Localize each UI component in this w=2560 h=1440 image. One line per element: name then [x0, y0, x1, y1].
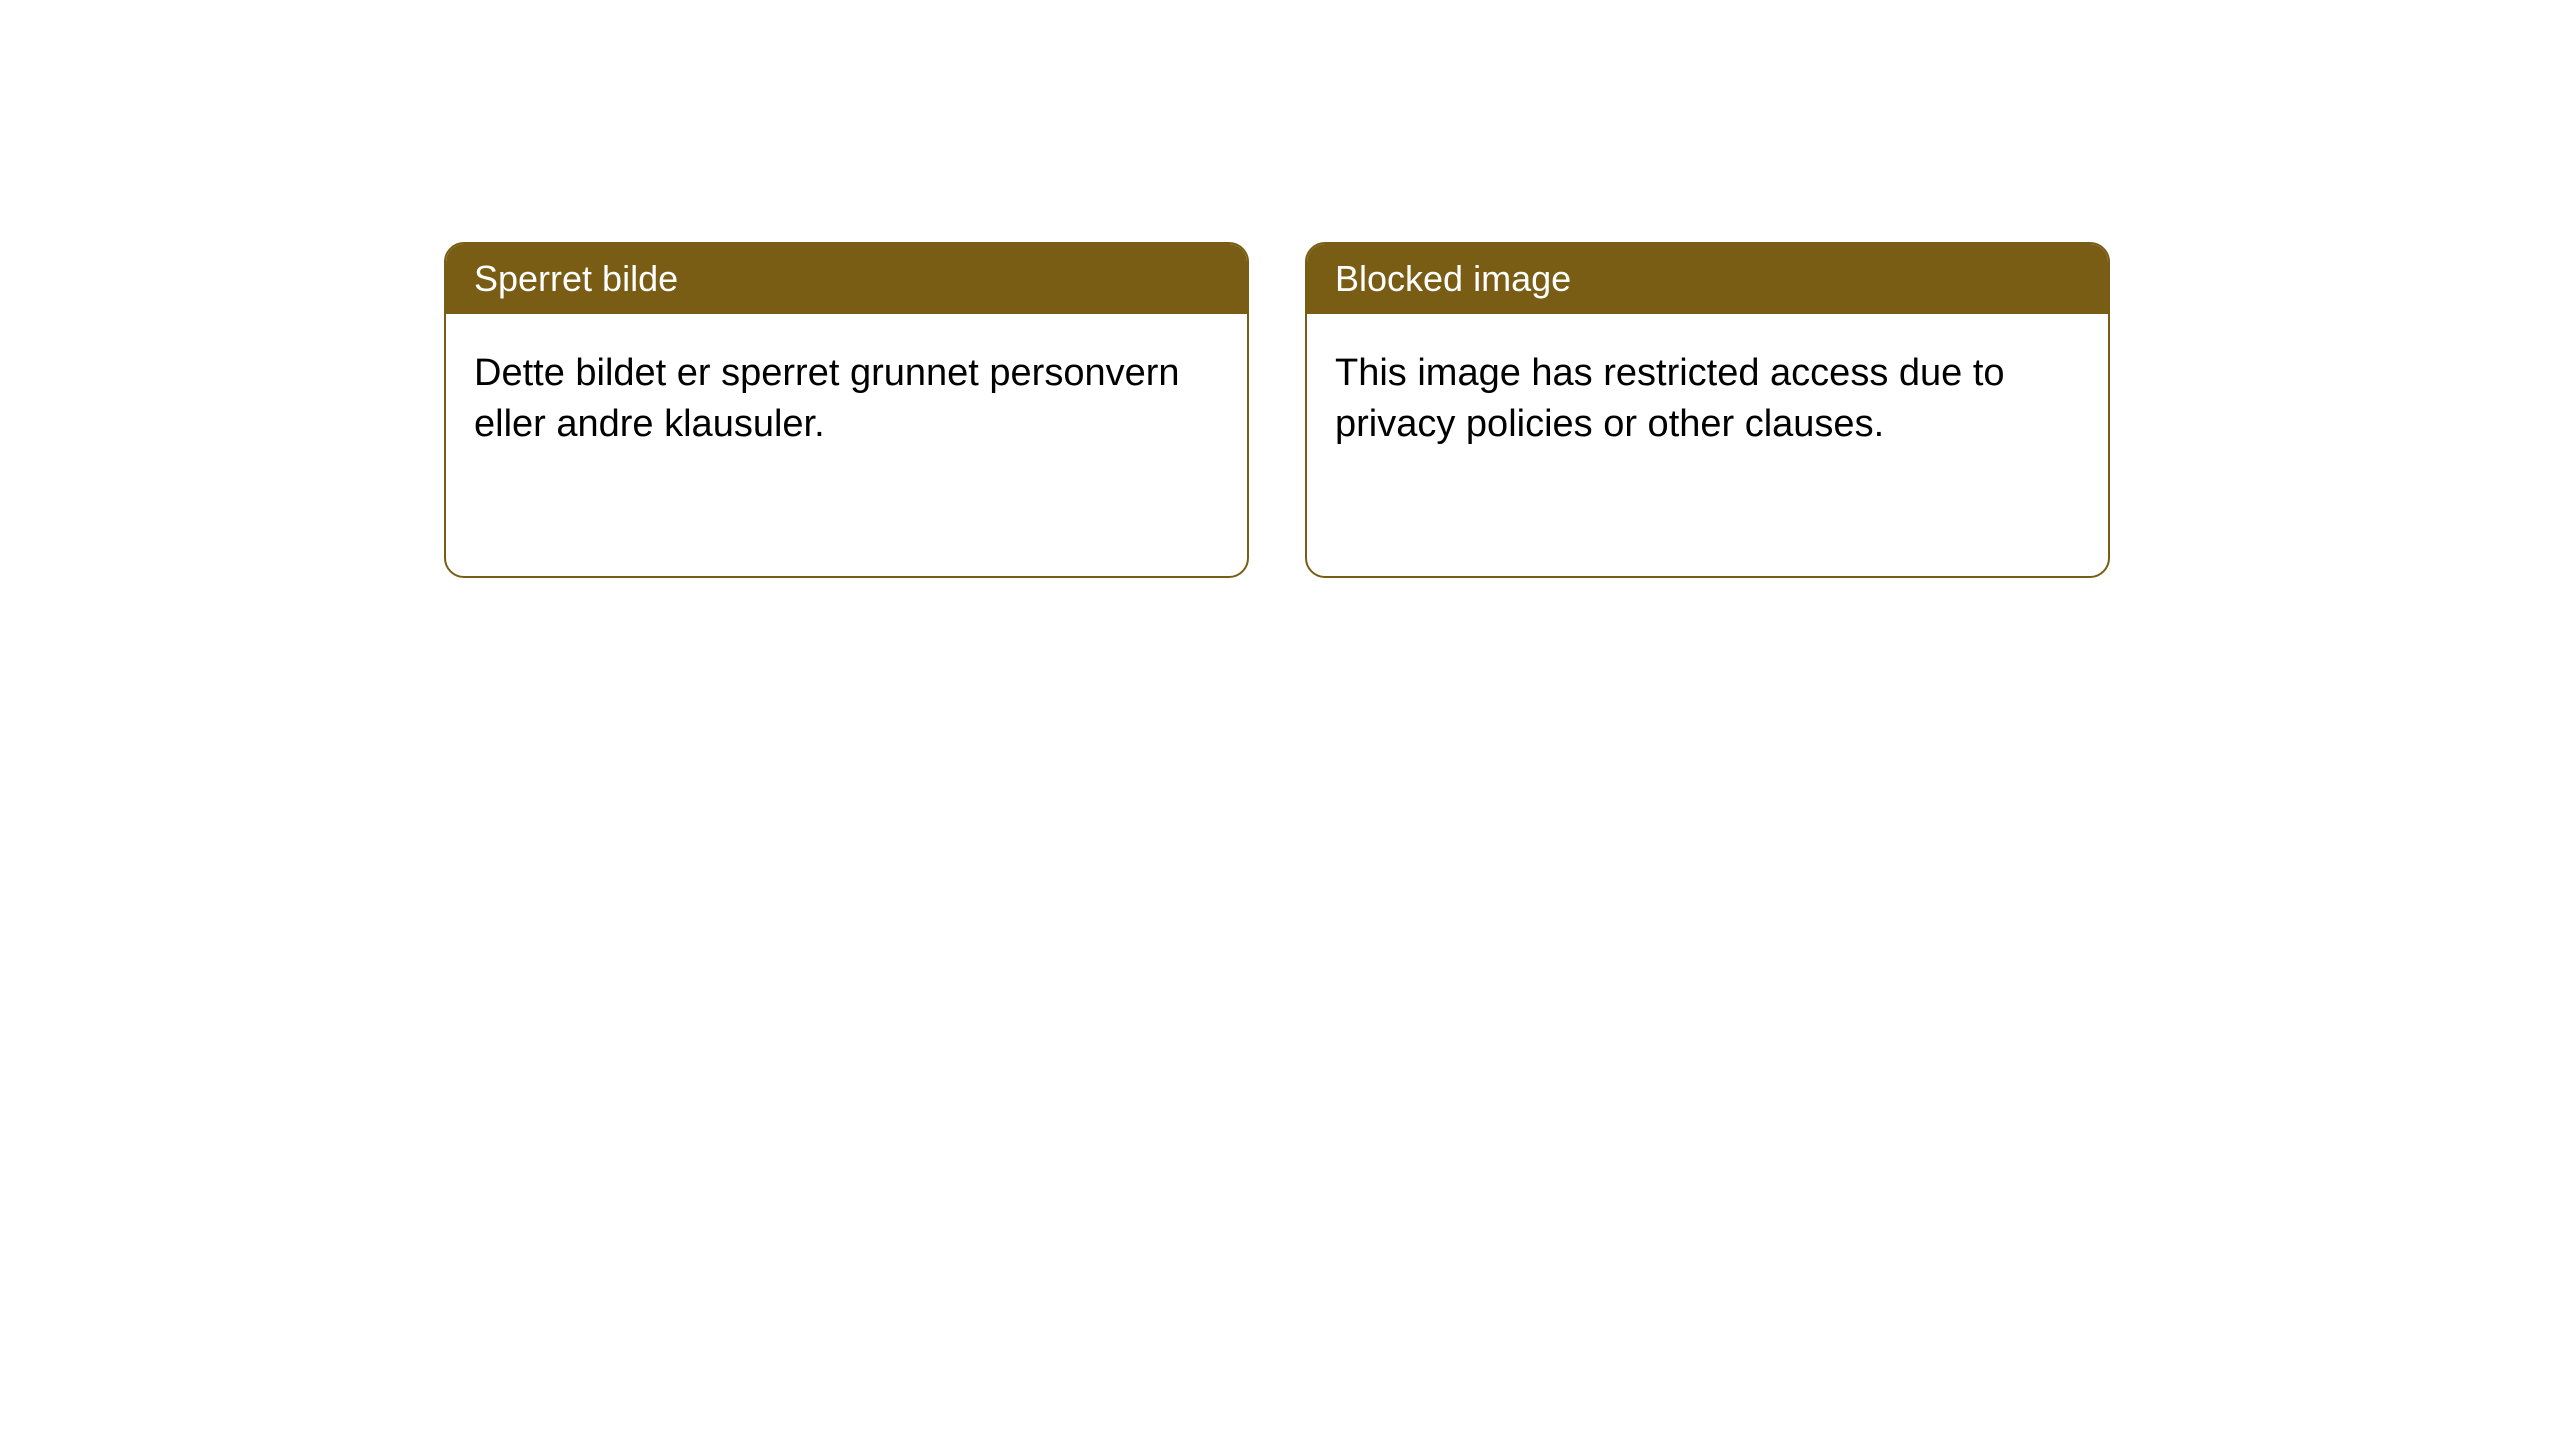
notice-title-no: Sperret bilde — [474, 258, 678, 299]
notice-header-no: Sperret bilde — [446, 244, 1247, 314]
notice-container: Sperret bilde Dette bildet er sperret gr… — [0, 0, 2560, 578]
notice-header-en: Blocked image — [1307, 244, 2108, 314]
notice-card-en: Blocked image This image has restricted … — [1305, 242, 2110, 578]
notice-card-no: Sperret bilde Dette bildet er sperret gr… — [444, 242, 1249, 578]
notice-body-en: This image has restricted access due to … — [1307, 314, 2108, 485]
notice-title-en: Blocked image — [1335, 258, 1571, 299]
notice-text-en: This image has restricted access due to … — [1335, 352, 2005, 445]
notice-body-no: Dette bildet er sperret grunnet personve… — [446, 314, 1247, 485]
notice-text-no: Dette bildet er sperret grunnet personve… — [474, 352, 1180, 445]
